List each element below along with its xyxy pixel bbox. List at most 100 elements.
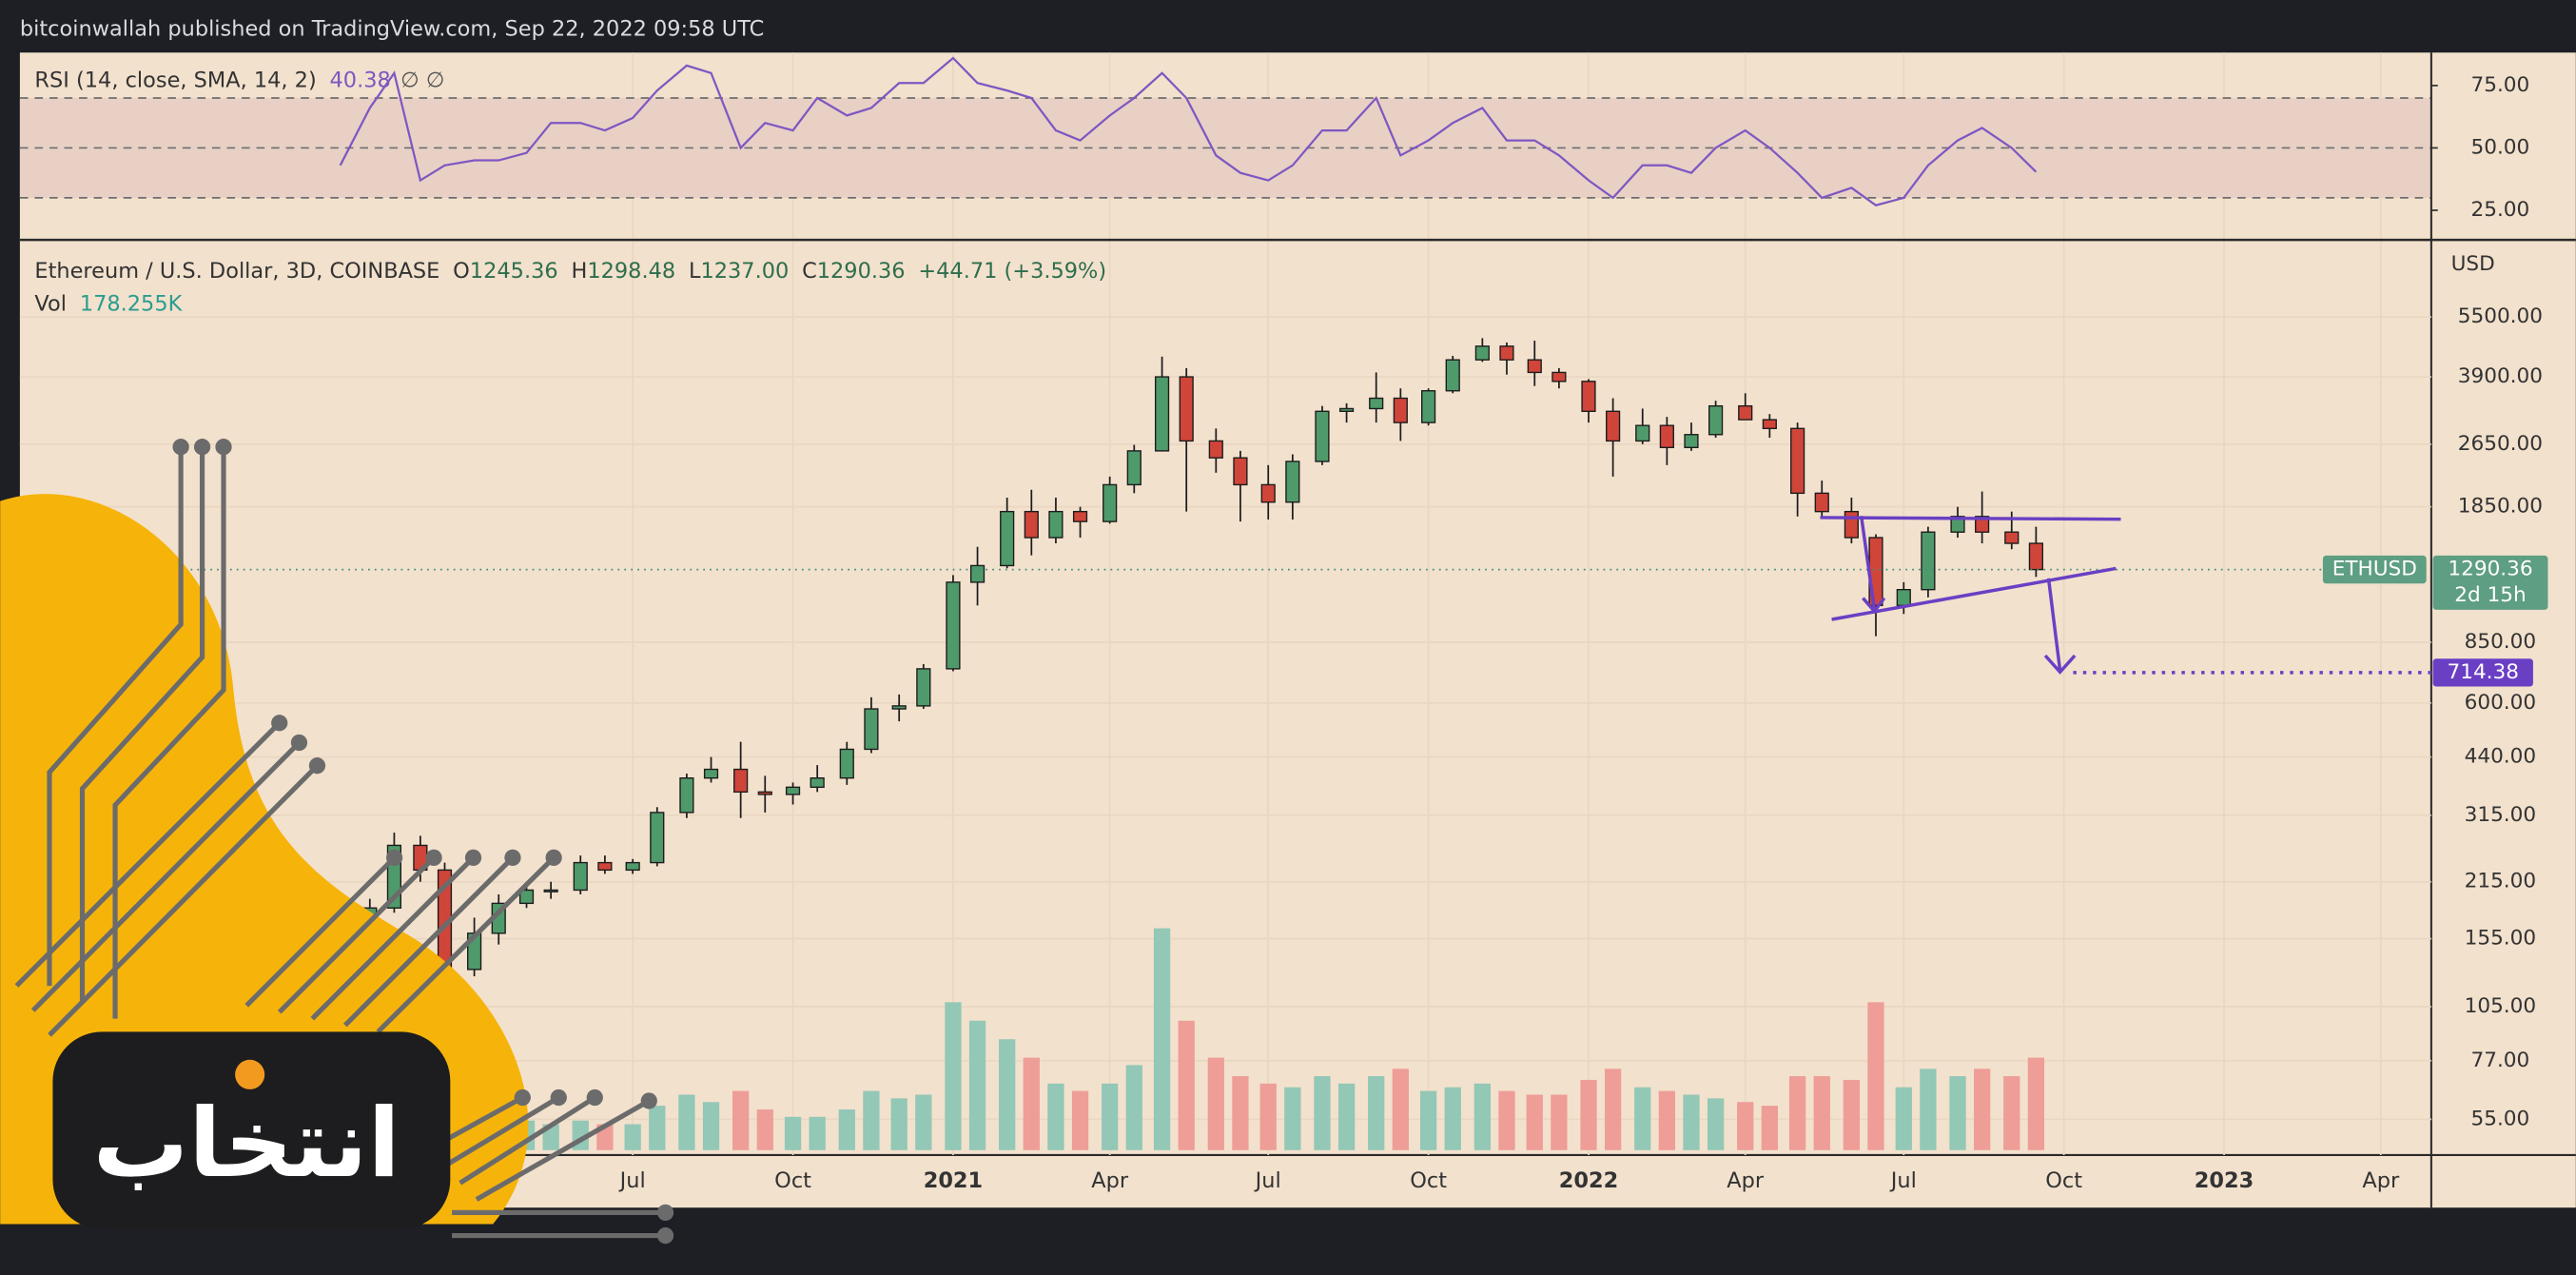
rsi-name: RSI (14, close, SMA, 14, 2)	[34, 68, 316, 92]
y-tick-label: 1850.00	[2458, 495, 2543, 519]
volume-bar	[1071, 1090, 1089, 1150]
legend-value: 1245.36	[470, 258, 558, 283]
volume-bar	[1658, 1090, 1675, 1150]
candle-body	[1338, 407, 1355, 412]
volume-bar	[1368, 1076, 1385, 1150]
price-tag-text: 1290.36	[2448, 558, 2532, 581]
volume-bar	[624, 1124, 641, 1150]
volume-bar	[1473, 1083, 1491, 1150]
volume-bar	[1207, 1057, 1224, 1150]
symbol-tag	[2322, 555, 2427, 584]
y-tick-label: 5500.00	[2458, 304, 2543, 328]
volume-bar	[1920, 1069, 1937, 1150]
volume-bar	[1102, 1083, 1119, 1150]
candle-body	[891, 705, 907, 710]
y-tick-label: 215.00	[2465, 870, 2537, 893]
y-tick-label: 155.00	[2465, 927, 2537, 951]
candle-body	[1581, 381, 1596, 412]
volume-bar	[1707, 1098, 1725, 1150]
candle-body	[1684, 434, 1699, 449]
volume-bar	[1813, 1076, 1830, 1150]
rsi-tick-label: 75.00	[2470, 73, 2529, 97]
target-tag	[2432, 658, 2533, 687]
drop-arrow	[1859, 515, 1877, 610]
candle-body	[1000, 510, 1015, 567]
candle-body	[1659, 424, 1674, 449]
volume-bar	[1974, 1069, 1991, 1150]
rsi-last: 40.38	[330, 68, 391, 92]
x-tick-label: Oct	[1410, 1168, 1447, 1193]
symbol: Ethereum / U.S. Dollar, 3D, COINBASE	[34, 258, 439, 283]
target-arrow-head	[2043, 654, 2077, 675]
annotations	[1820, 515, 2121, 675]
candle-body	[864, 708, 879, 751]
candle-body	[1103, 483, 1118, 522]
x-tick-label: Apr	[2362, 1168, 2400, 1193]
countdown-text: 2d 15h	[2454, 583, 2526, 607]
candle-body	[1233, 457, 1248, 486]
logo-box	[52, 1031, 451, 1229]
volume-bar	[809, 1116, 826, 1150]
candle-body	[1474, 345, 1490, 361]
x-tick-label: Apr	[1727, 1168, 1765, 1193]
volume-bar	[2027, 1057, 2045, 1150]
candle-body	[573, 861, 588, 892]
candle-body	[650, 812, 665, 864]
candle-body	[1445, 359, 1460, 392]
volume-bar	[1284, 1087, 1301, 1150]
candle-body	[1896, 588, 1911, 607]
candle-body	[2028, 542, 2043, 571]
x-tick-label: 2021	[924, 1168, 983, 1193]
volume-bar	[1232, 1076, 1249, 1150]
candle-body	[1527, 359, 1542, 374]
volume-bar	[1153, 928, 1171, 1150]
rsi-line	[339, 56, 2038, 206]
x-tick-label: Oct	[2045, 1168, 2082, 1193]
candle-body	[518, 889, 535, 905]
volume-bar	[702, 1102, 720, 1150]
y-tick-label: 55.00	[2470, 1107, 2529, 1130]
candle-body	[946, 581, 961, 670]
candle-body	[1393, 397, 1408, 423]
candle-body	[839, 748, 854, 779]
volume-bar	[784, 1116, 802, 1150]
price-tag	[2432, 555, 2548, 610]
candle-body	[1421, 390, 1436, 423]
legend-key: L	[689, 258, 701, 283]
candle-body	[1285, 461, 1300, 503]
candle-body	[1499, 345, 1514, 361]
rsi-tick-label: 50.00	[2470, 135, 2529, 159]
volume-name: Vol	[34, 291, 67, 316]
support-line	[1831, 566, 2117, 621]
volume-bar	[1526, 1094, 1543, 1150]
candle-body	[733, 768, 749, 794]
rsi-tick-label: 25.00	[2470, 198, 2529, 222]
candle-body	[1921, 531, 1936, 591]
x-tick-label: Jul	[1254, 1168, 1281, 1193]
y-tick-label: 440.00	[2465, 745, 2537, 769]
volume-bar	[1498, 1090, 1515, 1150]
candle-body	[969, 564, 986, 583]
candle-body	[1179, 376, 1194, 442]
candle-body	[1814, 492, 1829, 513]
volume-bar	[915, 1094, 932, 1150]
volume-bar	[1125, 1065, 1142, 1150]
volume-bar	[1634, 1087, 1651, 1150]
volume-bar	[1867, 1002, 1884, 1150]
candle-body	[1048, 510, 1064, 539]
x-tick-label: Jul	[1889, 1168, 1917, 1193]
price-pane: Jul Oct 2021 Apr Jul Oct 2022 Apr Jul Oct 2023 Apr 5…	[19, 241, 2548, 1193]
candle-body	[1708, 404, 1724, 436]
volume-bar	[1551, 1094, 1568, 1150]
legend-value: 1298.48	[587, 258, 675, 283]
legend-key: O	[453, 258, 470, 283]
volume-bar	[678, 1094, 695, 1150]
volume-bar	[1788, 1076, 1806, 1150]
volume-bar	[1023, 1057, 1040, 1150]
legend-value: 1290.36	[817, 258, 906, 283]
volume-bar	[999, 1039, 1016, 1150]
candle-body	[543, 889, 558, 892]
candle-body	[597, 861, 613, 872]
